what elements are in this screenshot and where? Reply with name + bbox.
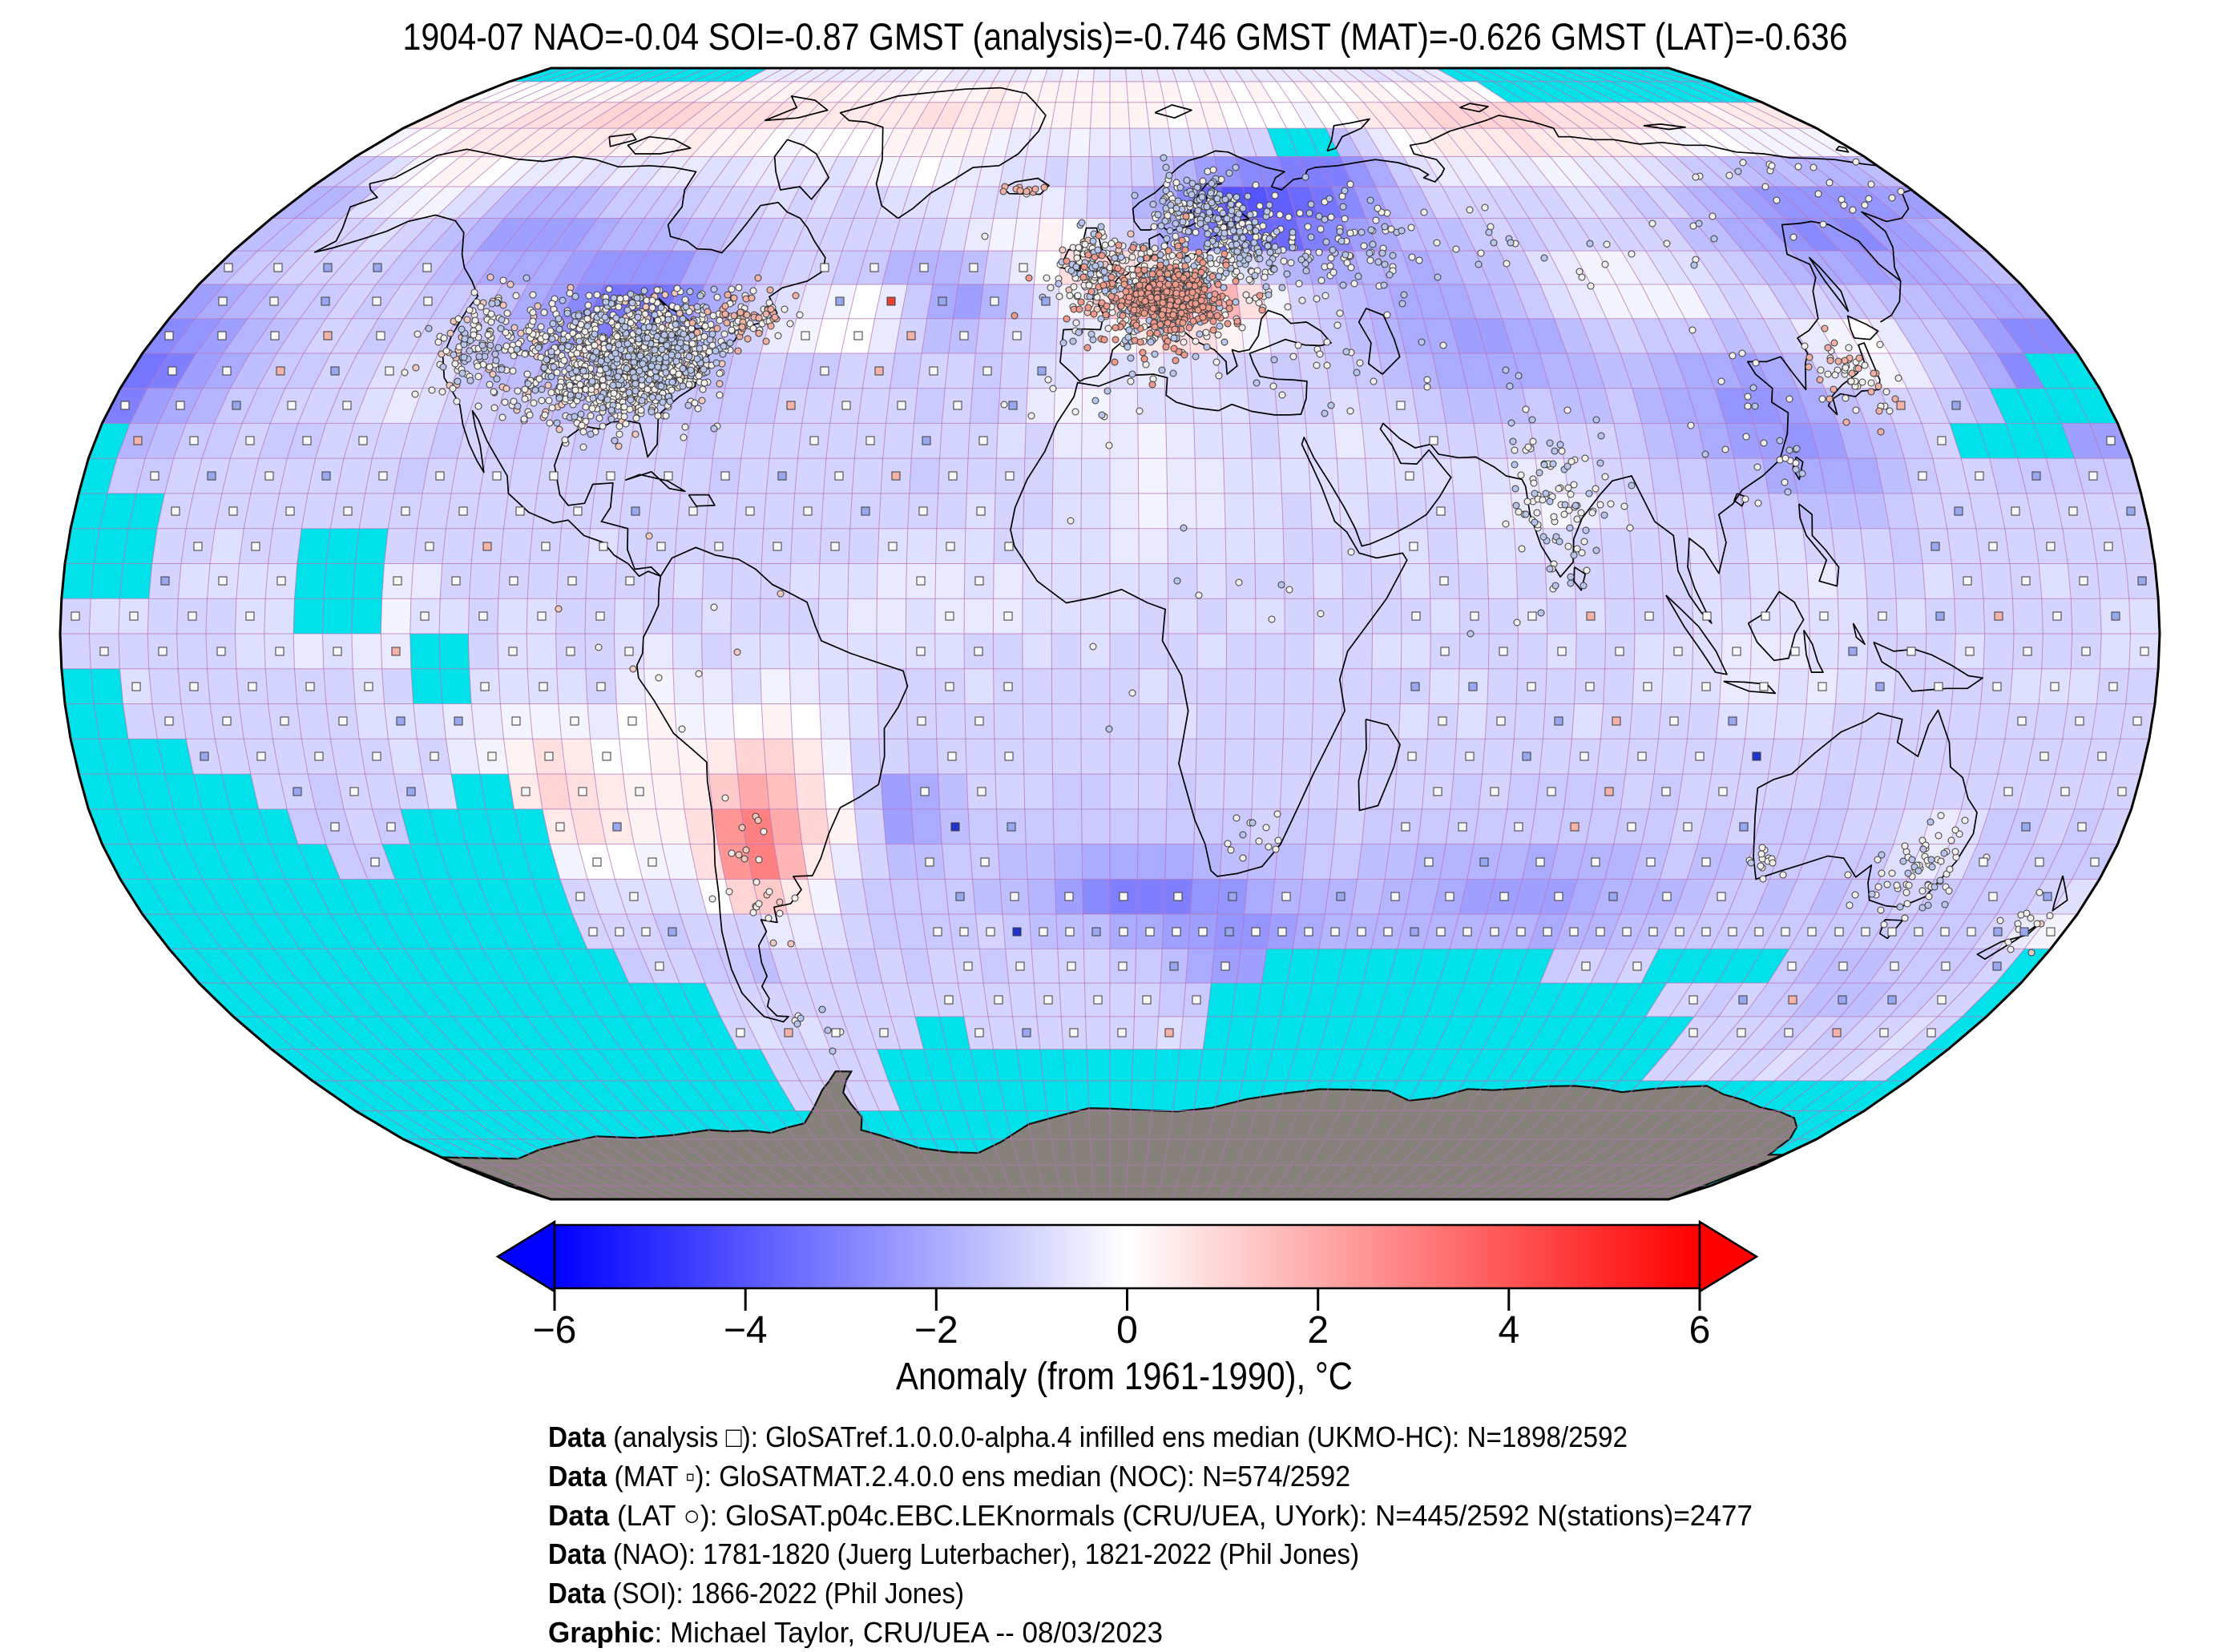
svg-text:2: 2 bbox=[1307, 1309, 1329, 1352]
svg-text:1904-07 NAO=-0.04 SOI=-0.87 GM: 1904-07 NAO=-0.04 SOI=-0.87 GMST (analys… bbox=[403, 15, 1848, 58]
svg-text:Anomaly (from 1961-1990), °C: Anomaly (from 1961-1990), °C bbox=[896, 1356, 1353, 1398]
svg-text:4: 4 bbox=[1498, 1309, 1519, 1352]
svg-text:Data (LAT ○): GloSAT.p04c.EBC.: Data (LAT ○): GloSAT.p04c.EBC.LEKnormals… bbox=[548, 1499, 1753, 1532]
svg-text:−4: −4 bbox=[724, 1309, 768, 1352]
svg-text:Data (MAT ▫): GloSATMAT.2.4.0.: Data (MAT ▫): GloSATMAT.2.4.0.0 ens medi… bbox=[548, 1460, 1350, 1493]
svg-text:−6: −6 bbox=[533, 1309, 577, 1352]
svg-text:0: 0 bbox=[1116, 1309, 1138, 1352]
svg-text:Data (NAO): 1781-1820 (Juerg L: Data (NAO): 1781-1820 (Juerg Luterbacher… bbox=[548, 1537, 1359, 1570]
svg-text:Data (analysis □): GloSATref.1: Data (analysis □): GloSATref.1.0.0.0-alp… bbox=[548, 1420, 1628, 1453]
svg-text:Data (SOI): 1866-2022 (Phil Jo: Data (SOI): 1866-2022 (Phil Jones) bbox=[548, 1577, 964, 1610]
svg-text:−2: −2 bbox=[914, 1309, 958, 1352]
svg-text:Graphic: Michael Taylor, CRU/U: Graphic: Michael Taylor, CRU/UEA -- 08/0… bbox=[548, 1616, 1163, 1648]
svg-text:6: 6 bbox=[1689, 1309, 1711, 1352]
